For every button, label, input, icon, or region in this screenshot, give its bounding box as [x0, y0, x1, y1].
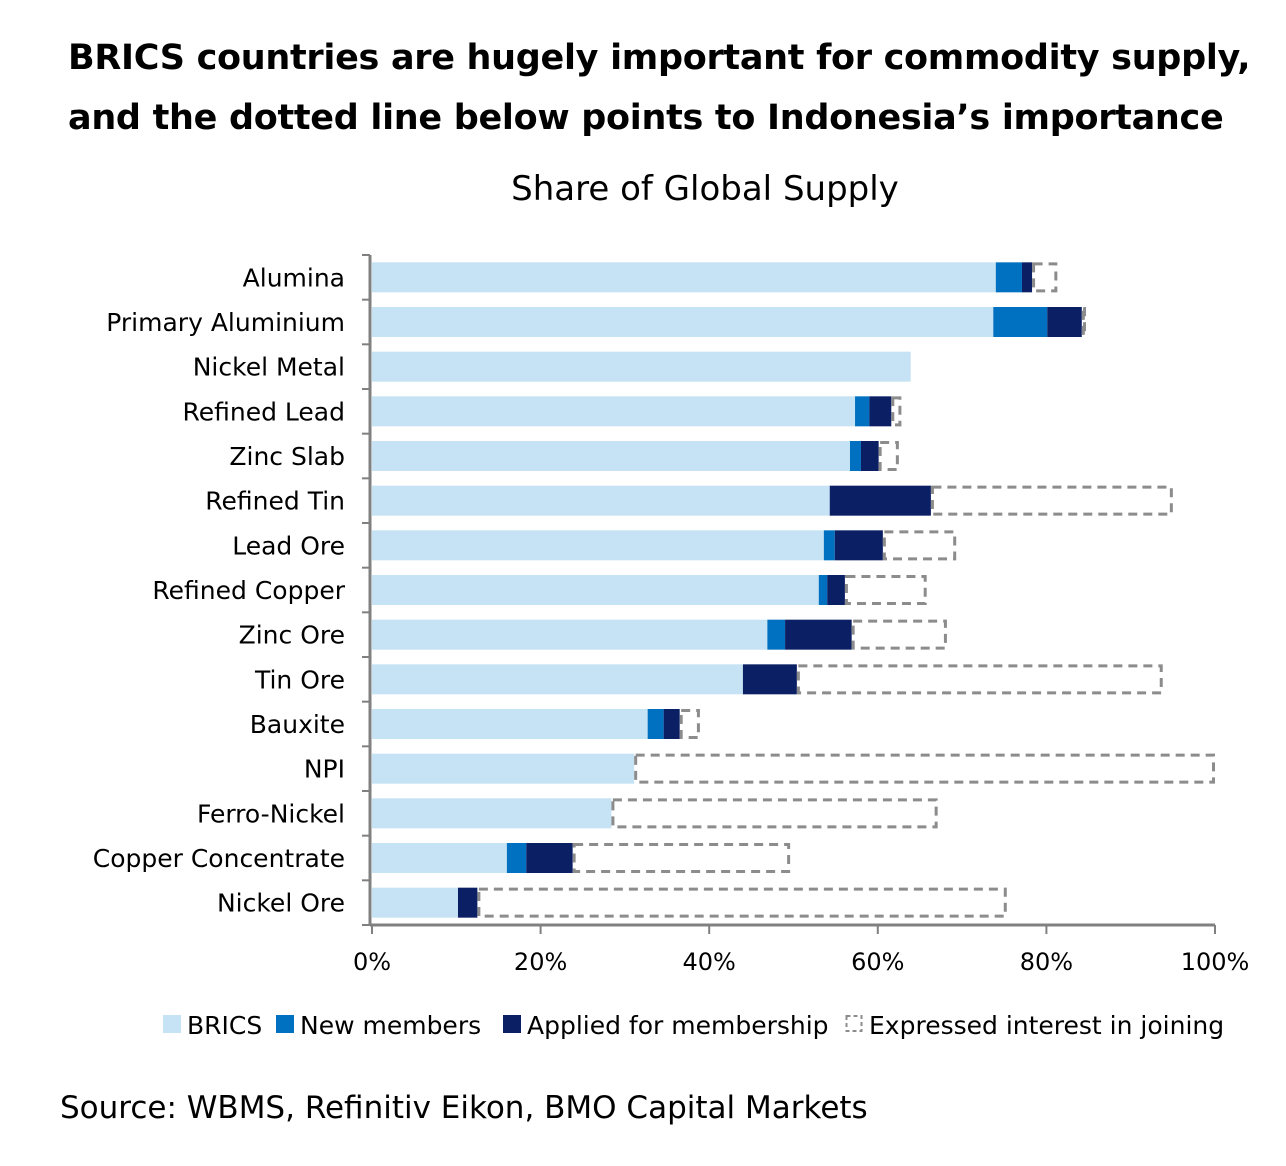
category-label: Zinc Slab [229, 442, 345, 471]
category-label: Ferro-Nickel [197, 799, 345, 828]
bar-segment-expressed-interest-in-joining [572, 843, 791, 873]
bar-segment-brics [372, 530, 824, 561]
bar-segment-new-members [823, 530, 835, 561]
headline: BRICS countries are hugely important for… [68, 28, 1251, 148]
bar-segment-brics [372, 575, 819, 605]
bar-segment-new-members [855, 396, 870, 427]
category-label: Alumina [243, 263, 345, 292]
bar-segment-expressed-interest-in-joining [844, 575, 927, 605]
bar-segment-expressed-interest-in-joining [634, 753, 1215, 784]
bar-segment-applied-for-membership [829, 485, 931, 516]
source-note: Source: WBMS, Refinitiv Eikon, BMO Capit… [60, 1090, 868, 1126]
bar-segment-applied-for-membership [869, 396, 892, 427]
bar-segment-applied-for-membership [663, 709, 680, 739]
chart-title: Share of Global Supply [511, 169, 899, 209]
bar-segment-expressed-interest-in-joining [796, 664, 1163, 695]
category-label: NPI [304, 755, 345, 784]
bar-segment-applied-for-membership [1047, 307, 1082, 337]
bar-segment-brics [372, 619, 768, 650]
bar-segment-applied-for-membership [1021, 262, 1033, 293]
bar-segment-brics [372, 709, 648, 739]
bar-segment-new-members [767, 619, 786, 650]
legend-swatch [503, 1015, 521, 1033]
x-tick-label: 60% [851, 948, 904, 976]
legend-label: Applied for membership [527, 1011, 829, 1040]
bar-segment-brics [372, 441, 850, 471]
bar-segment-applied-for-membership [526, 843, 573, 873]
bar-segment-new-members [995, 262, 1022, 293]
bar-segment-brics [372, 396, 856, 427]
bar-segment-new-members [647, 709, 664, 739]
x-tick-label: 20% [514, 948, 567, 976]
bar-segment-expressed-interest-in-joining [1081, 307, 1087, 337]
legend-label: Expressed interest in joining [869, 1011, 1224, 1040]
bar-segment-applied-for-membership [827, 575, 845, 605]
bar-segment-new-members [818, 575, 828, 605]
bar-segment-applied-for-membership [834, 530, 883, 561]
headline-line-2: and the dotted line below points to Indo… [68, 98, 1224, 138]
bar-segment-brics [372, 262, 996, 293]
legend-label: BRICS [187, 1011, 262, 1040]
x-tick-label: 0% [353, 948, 391, 976]
bar-segment-brics [372, 798, 612, 829]
bar-segment-new-members [506, 843, 527, 873]
bar-segment-expressed-interest-in-joining [679, 709, 700, 739]
category-label: Refined Copper [152, 576, 345, 605]
bar-segment-brics [372, 753, 635, 784]
bar-segment-applied-for-membership [457, 887, 478, 918]
bar-segment-new-members [849, 441, 861, 471]
bar-segment-expressed-interest-in-joining [851, 619, 947, 650]
category-label: Tin Ore [254, 665, 345, 694]
bar-segment-applied-for-membership [860, 441, 879, 471]
bar-segment-brics [372, 307, 994, 337]
bar-segment-expressed-interest-in-joining [930, 485, 1173, 516]
bar-segment-new-members [993, 307, 1048, 337]
x-tick-label: 80% [1020, 948, 1073, 976]
bar-segment-brics [372, 843, 507, 873]
bar-segment-expressed-interest-in-joining [477, 887, 1007, 918]
bar-segment-expressed-interest-in-joining [878, 441, 899, 471]
category-label: Nickel Ore [217, 889, 345, 918]
bar-segment-brics [372, 351, 911, 382]
bar-segment-applied-for-membership [785, 619, 852, 650]
headline-line-1: BRICS countries are hugely important for… [68, 38, 1251, 78]
bar-segment-brics [372, 664, 743, 695]
category-label: Zinc Ore [239, 621, 345, 650]
x-tick-label: 100% [1181, 948, 1250, 976]
category-label: Primary Aluminium [106, 308, 345, 337]
bar-segment-expressed-interest-in-joining [1032, 262, 1058, 293]
bar-segment-brics [372, 485, 830, 516]
legend-label: New members [300, 1011, 481, 1040]
category-label: Refined Lead [183, 397, 345, 426]
category-label: Nickel Metal [193, 353, 345, 382]
category-label: Lead Ore [232, 531, 345, 560]
bar-segment-brics [372, 887, 458, 918]
category-label: Refined Tin [205, 487, 345, 516]
category-label: Copper Concentrate [93, 844, 345, 873]
x-tick-label: 40% [683, 948, 736, 976]
bar-segment-expressed-interest-in-joining [882, 530, 957, 561]
bar-segment-expressed-interest-in-joining [891, 396, 902, 427]
legend-swatch [845, 1015, 863, 1032]
bar-segment-expressed-interest-in-joining [611, 798, 938, 829]
legend-swatch [276, 1015, 294, 1033]
bar-segment-applied-for-membership [742, 664, 797, 695]
category-label: Bauxite [250, 710, 345, 739]
legend-swatch [163, 1015, 181, 1033]
